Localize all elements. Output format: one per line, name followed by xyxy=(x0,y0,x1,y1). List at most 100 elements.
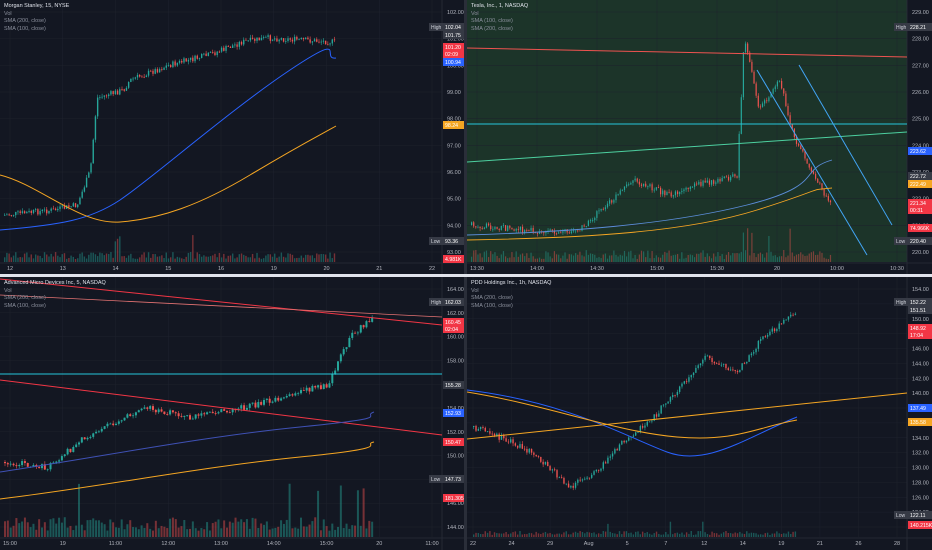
volume-bar xyxy=(319,530,322,537)
candle-body xyxy=(218,51,221,53)
candle-body xyxy=(609,456,611,458)
volume-bar xyxy=(665,531,667,537)
volume-bar xyxy=(134,258,136,262)
pane-divider-horizontal[interactable] xyxy=(0,274,932,277)
symbol-title[interactable]: Tesla, Inc., 1, NASDAQ xyxy=(471,3,529,9)
time-axis-label: 15:00 xyxy=(3,541,17,547)
chart-canvas-amd[interactable]: 164.00162.00160.00158.00156.00154.00152.… xyxy=(0,277,464,550)
symbol-title[interactable]: PDD Holdings Inc., 1h, NASDAQ xyxy=(471,280,552,286)
candle-body xyxy=(587,220,589,227)
volume-bar xyxy=(95,520,98,537)
symbol-title[interactable]: Advanced Micro Devices Inc, 5, NASDAQ xyxy=(4,280,106,286)
candle-body xyxy=(212,52,214,53)
candle-body xyxy=(54,208,57,211)
sma-100-line xyxy=(467,389,798,457)
indicator-vol[interactable]: Vol xyxy=(4,10,12,17)
volume-bar xyxy=(121,256,123,262)
volume-bar xyxy=(189,252,192,262)
candle-body xyxy=(305,37,307,40)
volume-bar xyxy=(517,256,519,262)
candle-body xyxy=(473,425,475,427)
volume-bar xyxy=(742,232,745,262)
volume-bar xyxy=(368,520,371,537)
price-axis-label: 154.00 xyxy=(912,287,929,293)
volume-bar xyxy=(611,533,614,537)
indicator-sma-200[interactable]: SMA (200, close) xyxy=(471,295,513,301)
candle-body xyxy=(521,226,524,233)
volume-bar xyxy=(198,254,201,262)
volume-bar xyxy=(185,256,187,262)
indicator-sma-100[interactable]: SMA (100, close) xyxy=(471,18,513,24)
time-axis-label: 14:00 xyxy=(530,266,544,272)
volume-bar xyxy=(58,517,61,537)
candle-body xyxy=(291,394,294,396)
candle-body xyxy=(176,62,179,66)
candle-body xyxy=(621,440,623,445)
candle-body xyxy=(558,232,560,234)
sma-200-line xyxy=(467,391,798,439)
chart-pane-amd[interactable]: Advanced Micro Devices Inc, 5, NASDAQ Vo… xyxy=(0,277,464,550)
candle-body xyxy=(514,443,517,446)
candle-body xyxy=(223,47,225,51)
candle-body xyxy=(251,37,254,39)
candle-body xyxy=(203,53,205,55)
indicator-vol[interactable]: Vol xyxy=(471,287,479,294)
candle-body xyxy=(723,176,725,179)
volume-bar xyxy=(15,518,18,537)
volume-bar xyxy=(145,257,148,262)
volume-bar xyxy=(672,534,674,537)
candle-body xyxy=(572,230,575,232)
indicator-vol[interactable]: Vol xyxy=(471,10,479,17)
indicator-vol[interactable]: Vol xyxy=(4,287,12,294)
price-badge-value: 00:31 xyxy=(910,208,923,214)
symbol-title[interactable]: Morgan Stanley, 15, NYSE xyxy=(4,3,70,9)
indicator-sma-200[interactable]: SMA (200, close) xyxy=(4,18,46,24)
indicator-sma-200[interactable]: SMA (200, close) xyxy=(471,25,513,32)
candle-body xyxy=(121,89,123,91)
candle-body xyxy=(197,414,200,416)
volume-bar xyxy=(165,252,167,262)
chart-pane-ms[interactable]: Morgan Stanley, 15, NYSE Vol SMA (200, c… xyxy=(0,0,464,274)
candle-body xyxy=(88,172,90,178)
candle-body xyxy=(278,39,280,42)
volume-bar xyxy=(621,534,623,537)
candle-body xyxy=(625,440,628,443)
candle-body xyxy=(320,41,322,43)
chart-pane-pdd[interactable]: PDD Holdings Inc., 1h, NASDAQ Vol SMA (2… xyxy=(467,277,932,550)
volume-bar xyxy=(489,531,491,537)
candle-body xyxy=(530,227,532,231)
volume-bar xyxy=(83,256,86,262)
price-axis-label: 229.00 xyxy=(912,10,929,16)
candle-body xyxy=(592,220,594,221)
indicator-sma-100[interactable]: SMA (100, close) xyxy=(4,25,46,32)
candle-body xyxy=(685,381,688,383)
volume-bar xyxy=(780,534,783,537)
volume-bar xyxy=(791,252,793,262)
time-axis-label: 24 xyxy=(508,541,514,547)
volume-bar xyxy=(572,255,575,262)
candle-body xyxy=(271,39,274,41)
volume-bar xyxy=(331,523,334,537)
sma-100-line xyxy=(0,411,375,473)
indicator-sma-200[interactable]: SMA (200, close) xyxy=(4,295,46,301)
volume-bar xyxy=(693,257,696,262)
volume-bar xyxy=(597,533,600,537)
indicator-sma-100[interactable]: SMA (100, close) xyxy=(4,302,46,309)
volume-bar xyxy=(354,525,357,537)
chart-canvas-pdd[interactable]: 154.00152.00150.00148.00146.00144.00142.… xyxy=(467,277,932,550)
volume-bar xyxy=(479,253,481,262)
candle-body xyxy=(123,89,125,91)
price-axis-label: 158.00 xyxy=(447,358,464,364)
indicator-sma-100[interactable]: SMA (100, close) xyxy=(471,302,513,309)
volume-bar xyxy=(804,255,806,262)
chart-canvas-ms[interactable]: 102.00 101.00 100.00 99.00 98.00 97.00 96.00 95… xyxy=(0,0,464,274)
chart-canvas-tsla[interactable]: 229.00 228.00 227.00 226.00 225.00 224.00223.… xyxy=(467,0,932,274)
candle-body xyxy=(507,225,509,231)
candle-body xyxy=(749,52,751,62)
candle-body xyxy=(668,192,670,193)
volume-bar xyxy=(103,524,106,537)
price-badge xyxy=(443,298,464,306)
chart-pane-tsla[interactable]: Tesla, Inc., 1, NASDAQ Vol SMA (100, clo… xyxy=(467,0,932,274)
volume-bar xyxy=(318,254,320,262)
candle-body xyxy=(132,415,135,417)
